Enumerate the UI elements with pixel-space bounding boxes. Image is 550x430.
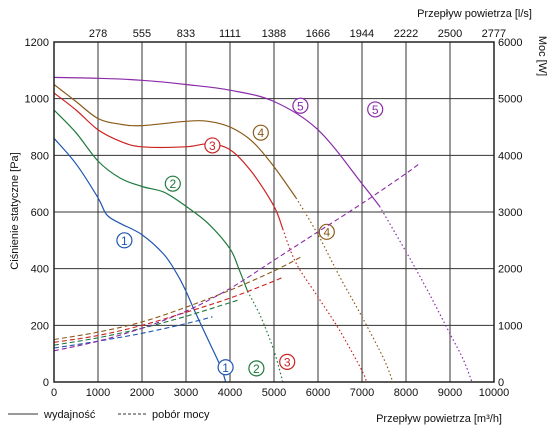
y-right-tick-label: 4000: [498, 150, 522, 162]
x-top-tick-label: 2777: [482, 28, 506, 40]
svg-text:1: 1: [222, 361, 229, 375]
x-tick-label: 1000: [86, 387, 110, 399]
x-tick-label: 0: [51, 387, 57, 399]
y-right-tick-label: 2000: [498, 264, 522, 276]
series: 1 1 2 2 3 3 4 4 5 5: [53, 76, 473, 383]
x-tick-label: 7000: [350, 387, 374, 399]
power-curve-1: [53, 316, 213, 349]
x-tick-label: 4000: [218, 387, 242, 399]
x-top-tick-label: 1111: [219, 28, 241, 40]
legend: wydajność pobór mocy: [8, 409, 210, 421]
legend-solid-label: wydajność: [43, 409, 96, 421]
svg-text:5: 5: [372, 103, 379, 117]
legend-dashed-label: pobór mocy: [152, 409, 210, 421]
y-left-tick-label: 400: [31, 264, 49, 276]
svg-text:2: 2: [169, 177, 176, 191]
x-tick-label: 3000: [174, 387, 198, 399]
pressure-curve-dotted-4: [295, 197, 394, 383]
pressure-curve-marker-3: 3: [204, 137, 221, 154]
pressure-curve-marker-1: 1: [116, 232, 133, 249]
pressure-curve-5: [53, 76, 381, 207]
x-tick-label: 8000: [394, 387, 418, 399]
x-top-tick-label: 1388: [262, 28, 286, 40]
x-top-tick-label: 2500: [438, 28, 462, 40]
x-top-tick-label: 2222: [394, 28, 418, 40]
y-left-tick-label: 200: [31, 320, 49, 332]
plot-frame: [53, 41, 495, 383]
y-left-axis-label: Ciśnienie statyczne [Pa]: [9, 152, 21, 269]
x-tick-label: 6000: [306, 387, 330, 399]
svg-text:3: 3: [284, 355, 291, 369]
y-right-tick-label: 5000: [498, 94, 522, 106]
pressure-curve-marker-5: 5: [292, 97, 309, 114]
x-tick-label: 10000: [479, 387, 510, 399]
svg-text:5: 5: [297, 99, 304, 113]
x-top-tick-label: 278: [89, 28, 107, 40]
y-right-tick-label: 1000: [498, 320, 522, 332]
tick-labels: 0 1000 2000 3000 4000 5000 6000 7000 8000 9000 100…: [25, 28, 523, 399]
x-top-tick-label: 1666: [306, 28, 330, 40]
pressure-curve-1: [53, 137, 227, 383]
y-left-tick-label: 0: [43, 377, 49, 389]
power-curve-4: [53, 256, 301, 341]
x-top-tick-label: 1944: [350, 28, 374, 40]
y-right-tick-label: 0: [498, 377, 504, 389]
x-top-tick-label: 555: [133, 28, 151, 40]
svg-text:2: 2: [253, 362, 260, 376]
pressure-curve-dotted-3: [282, 228, 367, 383]
power-curve-marker-4: 4: [318, 223, 335, 240]
y-right-tick-label: 6000: [498, 37, 522, 49]
pressure-curve-dotted-5: [379, 205, 473, 383]
svg-text:1: 1: [121, 234, 128, 248]
svg-text:4: 4: [257, 126, 264, 140]
power-curve-5: [53, 163, 420, 352]
x-bottom-axis-label: Przepływ powietrza [m³/h]: [376, 413, 502, 425]
y-left-tick-label: 1200: [25, 37, 49, 49]
pressure-curve-4: [53, 84, 297, 199]
x-tick-label: 2000: [130, 387, 154, 399]
x-top-axis-label: Przepływ powietrza [l/s]: [417, 8, 532, 20]
svg-text:3: 3: [209, 139, 216, 153]
power-curve-marker-2: 2: [248, 360, 265, 377]
pressure-curve-2: [53, 109, 249, 292]
pressure-curve-marker-4: 4: [252, 124, 269, 141]
pressure-curve-marker-2: 2: [164, 175, 181, 192]
y-right-axis-label: Moc [W]: [536, 36, 548, 76]
y-left-tick-label: 600: [31, 207, 49, 219]
power-curve-marker-5: 5: [367, 101, 384, 118]
x-tick-label: 9000: [438, 387, 462, 399]
power-curve-marker-3: 3: [279, 353, 296, 370]
x-tick-label: 5000: [262, 387, 286, 399]
y-left-tick-label: 1000: [25, 94, 49, 106]
power-curve-2: [53, 299, 239, 346]
power-curve-3: [53, 276, 284, 343]
pressure-curve-dotted-2: [247, 291, 284, 383]
power-curve-marker-1: 1: [217, 359, 234, 376]
x-top-tick-label: 833: [177, 28, 195, 40]
svg-text:4: 4: [323, 225, 330, 239]
y-right-tick-label: 3000: [498, 207, 522, 219]
y-left-tick-label: 800: [31, 150, 49, 162]
pressure-curve-3: [53, 92, 284, 230]
